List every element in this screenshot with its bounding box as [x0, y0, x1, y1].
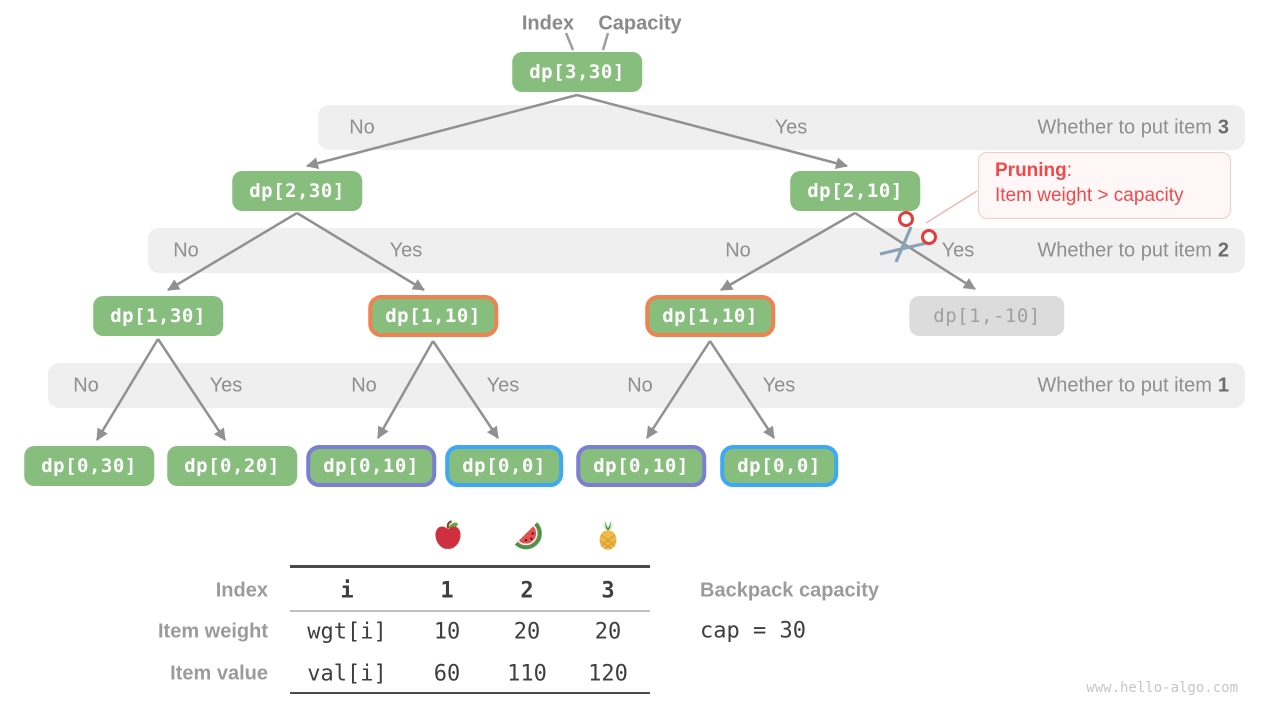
table-row-label-index: Index [215, 579, 268, 602]
decision-band-item-3: No Yes Whether to put item 3 [318, 105, 1245, 150]
dp-node: dp[0,20] [167, 446, 297, 486]
dp-node-highlight-orange: dp[1,10] [368, 295, 498, 337]
band-choice-label: Yes [486, 374, 520, 396]
band-question-text: Whether to put item [1037, 374, 1212, 396]
band-choice-label: Yes [762, 374, 796, 396]
pruning-title-colon: : [1066, 160, 1073, 181]
table-row-label-value: Item value [170, 662, 268, 685]
dp-node-highlight-blue: dp[0,0] [720, 445, 838, 487]
table-key-wgt: wgt[i] [307, 619, 387, 645]
dp-node: dp[0,30] [24, 446, 154, 486]
apple-icon [432, 520, 464, 557]
band-question: Whether to put item 2 [1037, 239, 1229, 262]
band-question: Whether to put item 3 [1037, 116, 1229, 139]
dp-node: dp[1,30] [93, 296, 223, 336]
decision-band-item-1: No Yes No Yes No Yes Whether to put item… [48, 363, 1245, 408]
table-cell-value-3: 120 [588, 661, 628, 687]
band-item-number: 1 [1217, 374, 1229, 396]
backpack-capacity-label: Backpack capacity [700, 579, 880, 602]
table-cell-index-2: 2 [520, 578, 534, 604]
table-key-i: i [340, 578, 354, 604]
pineapple-icon [592, 520, 624, 557]
dp-node-highlight-orange: dp[1,10] [645, 295, 775, 337]
band-item-number: 2 [1217, 239, 1229, 261]
dp-node-root: dp[3,30] [512, 52, 642, 92]
capacity-pointer-label: Capacity [598, 12, 682, 35]
backpack-capacity-code: cap = 30 [700, 618, 806, 644]
pruning-reason: Item weight > capacity [995, 185, 1184, 206]
pruning-title-text: Pruning [995, 160, 1067, 181]
table-cell-value-2: 110 [507, 661, 547, 687]
table-bottom-rule [290, 692, 650, 694]
table-cell-weight-2: 20 [513, 619, 541, 645]
band-item-number: 3 [1217, 116, 1229, 138]
pointer-ticks [564, 32, 610, 51]
watermelon-icon [511, 519, 545, 558]
band-question-text: Whether to put item [1037, 116, 1212, 138]
table-cell-index-1: 1 [440, 578, 454, 604]
band-choice-label: Yes [941, 239, 975, 261]
dp-node-highlight-purple: dp[0,10] [576, 445, 706, 487]
table-cell-weight-3: 20 [594, 619, 622, 645]
dp-node-pruned: dp[1,-10] [909, 296, 1065, 336]
table-row-label-weight: Item weight [157, 620, 268, 643]
band-choice-label: No [173, 239, 199, 261]
dp-node: dp[2,10] [790, 171, 920, 211]
table-top-rule [290, 565, 650, 568]
band-choice-label: No [725, 239, 751, 261]
callout-connector-line [925, 190, 978, 224]
pruning-callout: Pruning: Item weight > capacity [978, 152, 1231, 219]
index-pointer-label: Index [521, 12, 575, 35]
band-choice-label: Yes [209, 374, 243, 396]
index-pointer-line [564, 32, 575, 51]
dp-node-highlight-purple: dp[0,10] [306, 445, 436, 487]
dp-node-highlight-blue: dp[0,0] [445, 445, 563, 487]
table-cell-weight-1: 10 [433, 619, 461, 645]
table-cell-value-1: 60 [433, 661, 461, 687]
band-choice-label: Yes [774, 116, 808, 138]
decision-band-item-2: No Yes No Yes Whether to put item 2 [148, 228, 1245, 273]
watermark: www.hello-algo.com [1086, 680, 1238, 696]
dp-node: dp[2,30] [232, 171, 362, 211]
capacity-pointer-line [601, 32, 610, 51]
band-choice-label: No [627, 374, 653, 396]
table-key-val: val[i] [307, 661, 387, 687]
band-question-text: Whether to put item [1037, 239, 1212, 261]
band-choice-label: No [349, 116, 375, 138]
band-choice-label: No [73, 374, 99, 396]
band-choice-label: Yes [389, 239, 423, 261]
table-cell-index-3: 3 [601, 578, 615, 604]
pruning-title: Pruning: [995, 160, 1230, 182]
band-choice-label: No [351, 374, 377, 396]
table-header-rule [290, 610, 650, 612]
band-question: Whether to put item 1 [1037, 374, 1229, 397]
